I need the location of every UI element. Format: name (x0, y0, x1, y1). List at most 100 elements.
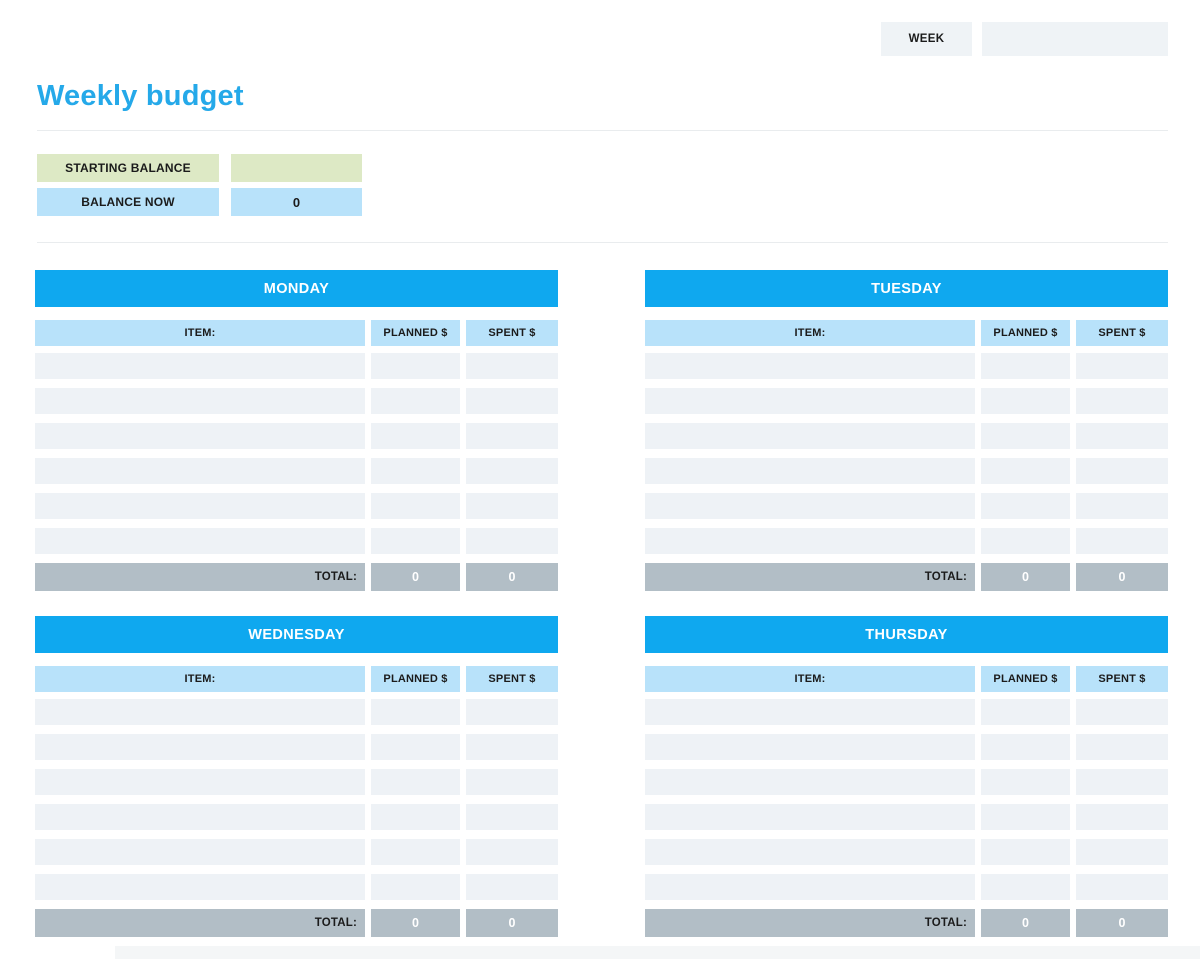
day-rows (645, 353, 1168, 554)
day-table: MONDAY ITEM: PLANNED $ SPENT $ TOTAL: 0 … (35, 270, 558, 591)
table-row (35, 769, 558, 795)
item-input-cell[interactable] (35, 769, 365, 795)
spent-input-cell[interactable] (466, 353, 558, 379)
total-spent-value: 0 (466, 563, 558, 591)
item-input-cell[interactable] (35, 353, 365, 379)
item-input-cell[interactable] (35, 839, 365, 865)
table-row (35, 804, 558, 830)
spent-input-cell[interactable] (1076, 493, 1168, 519)
planned-input-cell[interactable] (371, 699, 460, 725)
planned-input-cell[interactable] (981, 353, 1070, 379)
table-row (645, 699, 1168, 725)
item-input-cell[interactable] (645, 528, 975, 554)
total-row: TOTAL: 0 0 (645, 563, 1168, 591)
item-input-cell[interactable] (35, 804, 365, 830)
spent-input-cell[interactable] (1076, 423, 1168, 449)
spent-input-cell[interactable] (466, 699, 558, 725)
spent-input-cell[interactable] (466, 874, 558, 900)
planned-input-cell[interactable] (981, 388, 1070, 414)
week-input-cell[interactable] (982, 22, 1168, 56)
spent-input-cell[interactable] (1076, 388, 1168, 414)
column-header-item: ITEM: (35, 666, 365, 692)
item-input-cell[interactable] (35, 528, 365, 554)
item-input-cell[interactable] (35, 423, 365, 449)
item-input-cell[interactable] (35, 388, 365, 414)
spent-input-cell[interactable] (1076, 353, 1168, 379)
day-rows (35, 353, 558, 554)
item-input-cell[interactable] (645, 699, 975, 725)
planned-input-cell[interactable] (371, 353, 460, 379)
planned-input-cell[interactable] (371, 458, 460, 484)
total-label: TOTAL: (35, 563, 365, 591)
item-input-cell[interactable] (645, 493, 975, 519)
planned-input-cell[interactable] (981, 528, 1070, 554)
day-table: WEDNESDAY ITEM: PLANNED $ SPENT $ TOTAL:… (35, 616, 558, 937)
planned-input-cell[interactable] (981, 493, 1070, 519)
spent-input-cell[interactable] (466, 528, 558, 554)
column-header-spent: SPENT $ (466, 666, 558, 692)
total-planned-value: 0 (981, 563, 1070, 591)
item-input-cell[interactable] (35, 458, 365, 484)
planned-input-cell[interactable] (371, 388, 460, 414)
day-title: THURSDAY (645, 616, 1168, 653)
spent-input-cell[interactable] (466, 388, 558, 414)
planned-input-cell[interactable] (371, 839, 460, 865)
planned-input-cell[interactable] (981, 769, 1070, 795)
item-input-cell[interactable] (645, 353, 975, 379)
spent-input-cell[interactable] (466, 493, 558, 519)
planned-input-cell[interactable] (371, 804, 460, 830)
table-row (35, 388, 558, 414)
planned-input-cell[interactable] (981, 804, 1070, 830)
spent-input-cell[interactable] (1076, 528, 1168, 554)
spent-input-cell[interactable] (466, 734, 558, 760)
planned-input-cell[interactable] (981, 734, 1070, 760)
total-spent-value: 0 (466, 909, 558, 937)
spent-input-cell[interactable] (466, 423, 558, 449)
footer-strip (115, 946, 1200, 959)
column-header-planned: PLANNED $ (981, 320, 1070, 346)
column-header-item: ITEM: (645, 320, 975, 346)
planned-input-cell[interactable] (981, 874, 1070, 900)
planned-input-cell[interactable] (371, 734, 460, 760)
item-input-cell[interactable] (645, 734, 975, 760)
spent-input-cell[interactable] (1076, 458, 1168, 484)
spent-input-cell[interactable] (1076, 839, 1168, 865)
spent-input-cell[interactable] (466, 458, 558, 484)
planned-input-cell[interactable] (371, 874, 460, 900)
table-row (35, 874, 558, 900)
table-row (645, 353, 1168, 379)
item-input-cell[interactable] (35, 699, 365, 725)
item-input-cell[interactable] (645, 874, 975, 900)
item-input-cell[interactable] (645, 458, 975, 484)
table-row (35, 734, 558, 760)
total-row: TOTAL: 0 0 (35, 563, 558, 591)
starting-balance-input-cell[interactable] (231, 154, 362, 182)
planned-input-cell[interactable] (981, 458, 1070, 484)
item-input-cell[interactable] (645, 423, 975, 449)
planned-input-cell[interactable] (981, 423, 1070, 449)
spent-input-cell[interactable] (1076, 874, 1168, 900)
planned-input-cell[interactable] (371, 769, 460, 795)
spent-input-cell[interactable] (466, 769, 558, 795)
balance-now-row: BALANCE NOW 0 (37, 188, 1200, 216)
planned-input-cell[interactable] (371, 528, 460, 554)
spent-input-cell[interactable] (1076, 699, 1168, 725)
item-input-cell[interactable] (645, 804, 975, 830)
item-input-cell[interactable] (645, 769, 975, 795)
item-input-cell[interactable] (35, 493, 365, 519)
balance-block: STARTING BALANCE BALANCE NOW 0 (37, 154, 1200, 216)
planned-input-cell[interactable] (981, 839, 1070, 865)
item-input-cell[interactable] (645, 388, 975, 414)
spent-input-cell[interactable] (1076, 804, 1168, 830)
total-label: TOTAL: (645, 909, 975, 937)
spent-input-cell[interactable] (1076, 734, 1168, 760)
planned-input-cell[interactable] (371, 423, 460, 449)
spent-input-cell[interactable] (466, 804, 558, 830)
item-input-cell[interactable] (35, 734, 365, 760)
item-input-cell[interactable] (35, 874, 365, 900)
item-input-cell[interactable] (645, 839, 975, 865)
spent-input-cell[interactable] (1076, 769, 1168, 795)
planned-input-cell[interactable] (371, 493, 460, 519)
spent-input-cell[interactable] (466, 839, 558, 865)
planned-input-cell[interactable] (981, 699, 1070, 725)
